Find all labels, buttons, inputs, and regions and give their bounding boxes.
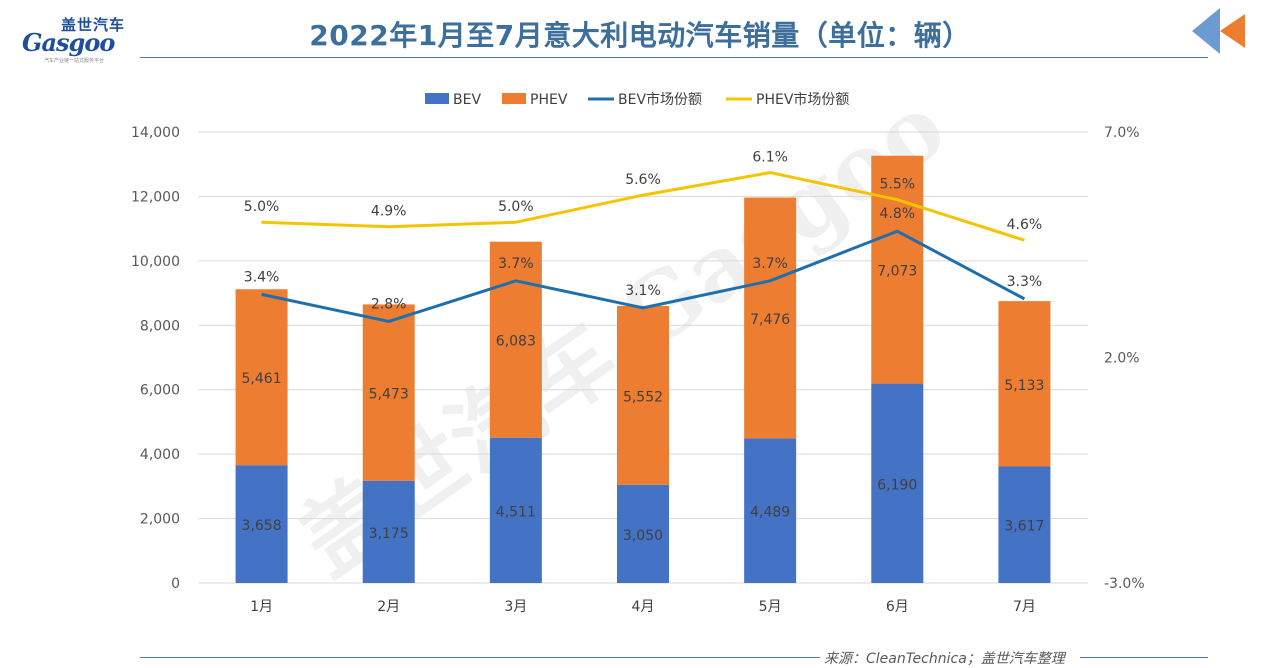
x-tick-label: 2月 — [377, 599, 400, 615]
data-label-bev: 4,489 — [750, 505, 790, 521]
logo-chinese-text: 盖世汽车 — [61, 16, 126, 34]
data-label-bev: 6,190 — [877, 477, 917, 493]
data-label-bev-share: 3.4% — [244, 269, 280, 285]
data-label-bev-share: 3.3% — [1007, 274, 1043, 290]
bar-bev — [489, 437, 542, 583]
data-label-bev-share: 2.8% — [371, 296, 407, 312]
data-label-bev-share: 3.7% — [498, 256, 534, 272]
bar-bev — [362, 480, 415, 583]
data-label-bev: 3,050 — [623, 528, 663, 544]
x-tick-label: 6月 — [886, 599, 909, 615]
y-left-tick-label: 0 — [171, 576, 180, 592]
y-left-tick-label: 8,000 — [140, 318, 180, 334]
y-left-tick-label: 14,000 — [131, 125, 180, 141]
title-divider — [140, 57, 1208, 58]
legend-label: BEV市场份额 — [618, 91, 702, 108]
data-label-phev-share: 4.9% — [371, 204, 407, 220]
y-left-tick-label: 4,000 — [140, 447, 180, 463]
x-tick-label: 3月 — [504, 599, 527, 615]
data-label-bev-share: 3.7% — [752, 256, 788, 272]
data-label-phev: 5,133 — [1004, 378, 1044, 394]
y-left-tick-label: 2,000 — [140, 512, 180, 528]
bar-phev — [998, 301, 1051, 467]
bar-phev — [744, 197, 797, 439]
y-left-tick-label: 10,000 — [131, 254, 180, 270]
legend-label: BEV — [453, 92, 481, 108]
data-label-phev: 7,073 — [877, 264, 917, 280]
line-bev-share — [261, 229, 1026, 323]
bar-phev — [871, 155, 924, 384]
footer-divider-right — [1080, 657, 1208, 658]
data-label-phev-share: 5.0% — [244, 199, 280, 215]
line-phev-share — [261, 171, 1025, 242]
logo-english-text: Gasgoo — [22, 28, 115, 57]
y-left-tick-label: 6,000 — [140, 383, 180, 399]
bar-phev — [617, 305, 669, 485]
bar-bev — [617, 484, 669, 583]
data-label-phev: 7,476 — [750, 312, 790, 328]
x-tick-label: 4月 — [632, 599, 655, 615]
bar-bev — [871, 383, 924, 583]
data-label-bev: 3,617 — [1004, 519, 1044, 535]
logo-subtitle: 汽车产业链一站式服务平台 — [44, 58, 105, 64]
data-label-phev-share: 5.5% — [879, 177, 915, 193]
source-note: 来源：CleanTechnica；盖世汽车整理 — [824, 651, 1065, 667]
data-label-bev: 4,511 — [496, 504, 536, 520]
x-tick-label: 5月 — [759, 599, 782, 615]
bar-bev — [235, 465, 288, 583]
data-label-bev: 3,658 — [242, 518, 282, 534]
legend-label: PHEV — [530, 92, 568, 108]
bar-phev — [235, 289, 288, 466]
legend-swatch — [425, 93, 449, 104]
data-label-bev: 3,175 — [369, 526, 409, 542]
footer-divider — [140, 657, 820, 658]
data-label-bev-share: 4.8% — [879, 206, 915, 222]
data-label-phev-share: 5.0% — [498, 199, 534, 215]
legend-label: PHEV市场份额 — [756, 91, 849, 108]
y-right-tick-label: 2.0% — [1104, 351, 1140, 367]
data-label-bev-share: 3.1% — [625, 283, 661, 299]
bar-bev — [744, 438, 797, 583]
bar-phev — [489, 241, 542, 438]
gasgoo-logo: 盖世汽车 Gasgoo 汽车产业链一站式服务平台 — [18, 14, 133, 64]
y-right-tick-label: -3.0% — [1104, 576, 1145, 592]
data-label-phev-share: 6.1% — [752, 150, 788, 166]
legend-swatch — [502, 93, 526, 104]
data-label-phev: 5,473 — [369, 387, 409, 403]
y-left-tick-label: 12,000 — [131, 189, 180, 205]
data-label-phev: 5,552 — [623, 389, 663, 405]
page-title: 2022年1月至7月意大利电动汽车销量（单位：辆） — [309, 19, 971, 52]
y-right-tick-label: 7.0% — [1104, 125, 1140, 141]
bar-phev — [362, 304, 415, 481]
x-tick-label: 7月 — [1013, 599, 1036, 615]
corner-arrow-icon — [1192, 8, 1245, 54]
data-label-phev-share: 4.6% — [1007, 217, 1043, 233]
data-label-phev: 5,461 — [242, 371, 282, 387]
data-label-phev: 6,083 — [496, 334, 536, 350]
data-label-phev-share: 5.6% — [625, 172, 661, 188]
bar-bev — [998, 466, 1051, 583]
x-tick-label: 1月 — [250, 599, 273, 615]
